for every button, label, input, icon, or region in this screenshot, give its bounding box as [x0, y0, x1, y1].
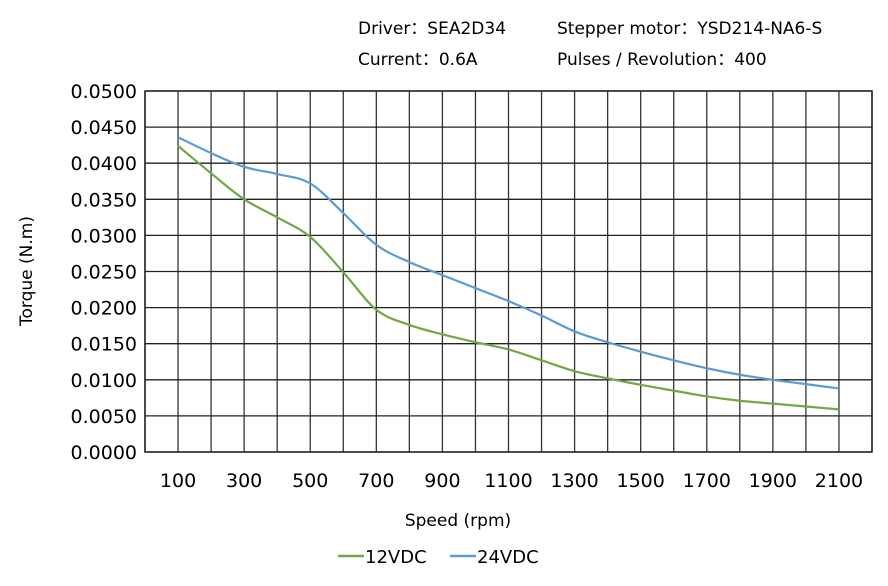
y-tick-label: 0.0200: [71, 298, 137, 320]
y-tick-label: 0.0400: [71, 153, 137, 175]
y-tick-label: 0.0350: [71, 189, 137, 211]
y-axis-label: Torque (N.m): [17, 216, 37, 327]
x-tick-label: 1900: [749, 470, 797, 492]
y-tick-label: 0.0450: [71, 117, 137, 139]
x-tick-label: 900: [424, 470, 460, 492]
y-tick-label: 0.0050: [71, 406, 137, 428]
y-tick-label: 0.0150: [71, 334, 137, 356]
pulses-label: Pulses / Revolution：400: [557, 50, 767, 70]
x-axis-label: Speed (rpm): [405, 511, 511, 531]
y-tick-label: 0.0300: [71, 225, 137, 247]
x-tick-label: 1500: [617, 470, 665, 492]
driver-label: Driver：SEA2D34: [358, 19, 507, 39]
x-tick-label: 100: [160, 470, 196, 492]
legend-label-24VDC: 24VDC: [477, 547, 539, 568]
series-line-24VDC: [177, 136, 840, 390]
x-tick-label: 300: [226, 470, 262, 492]
x-tick-label: 1700: [683, 470, 731, 492]
legend-label-12VDC: 12VDC: [365, 547, 427, 568]
x-tick-label: 700: [358, 470, 394, 492]
series-line-12VDC: [177, 145, 840, 411]
y-tick-label: 0.0000: [71, 442, 137, 464]
current-label: Current：0.6A: [358, 50, 478, 70]
y-tick-label: 0.0500: [71, 81, 137, 103]
x-tick-label: 1100: [484, 470, 532, 492]
y-tick-label: 0.0100: [71, 370, 137, 392]
x-tick-label: 500: [292, 470, 328, 492]
motor-label: Stepper motor：YSD214-NA6-S: [557, 19, 823, 39]
y-tick-label: 0.0250: [71, 262, 137, 284]
x-tick-label: 1300: [550, 470, 598, 492]
plot-border: [144, 90, 873, 453]
x-tick-label: 2100: [815, 470, 863, 492]
